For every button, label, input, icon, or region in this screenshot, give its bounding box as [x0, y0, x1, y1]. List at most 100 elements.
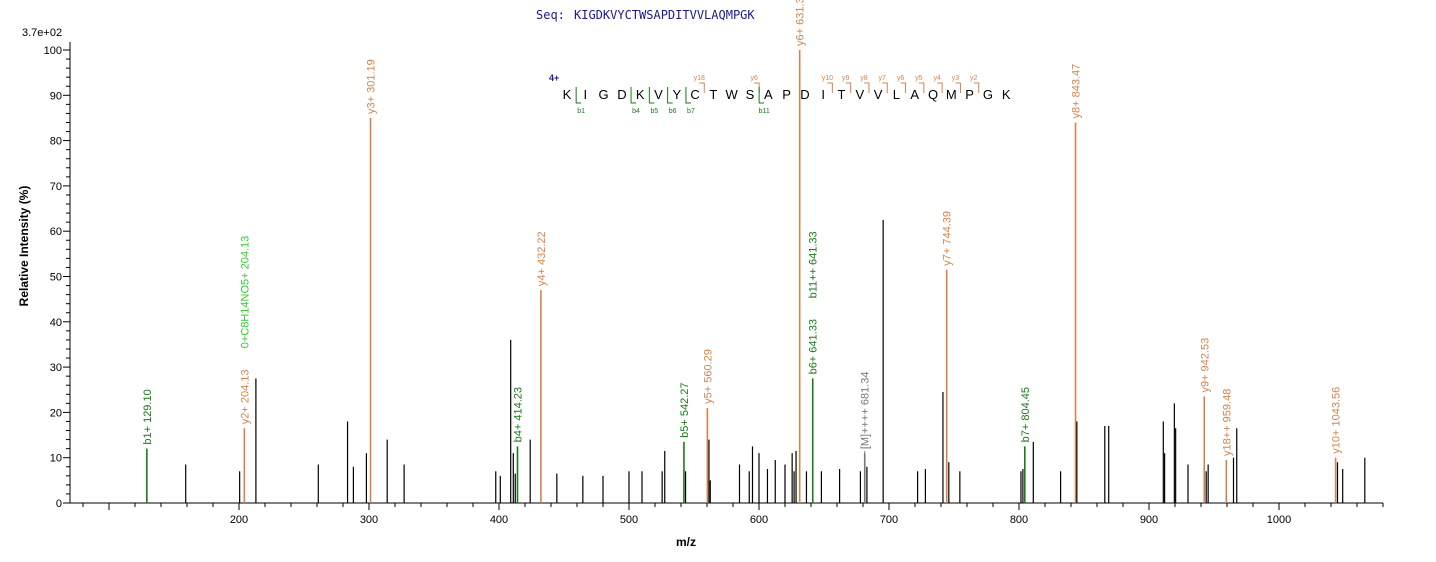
y-tick-label: 30 — [50, 362, 62, 374]
x-tick-label: 500 — [620, 514, 638, 526]
y-tick-label: 20 — [50, 407, 62, 419]
x-tick-label: 600 — [750, 514, 768, 526]
b-ion-label: b11 — [759, 108, 770, 115]
x-tick-label: 900 — [1140, 514, 1158, 526]
residue: V — [855, 87, 864, 102]
x-tick-label: 1000 — [1267, 514, 1291, 526]
peak-label: 0+C8H14NO5+ 204.13 — [239, 236, 251, 349]
residue: T — [838, 87, 846, 102]
y-tick-label: 70 — [50, 181, 62, 193]
residue: S — [746, 87, 755, 102]
residue: V — [874, 87, 883, 102]
residue: D — [800, 87, 809, 102]
b-ion-label: b6 — [669, 108, 677, 115]
y-axis-label: Relative Intensity (%) — [17, 186, 31, 307]
y-ion-bracket — [699, 82, 705, 93]
x-tick-label: 700 — [880, 514, 898, 526]
residue: P — [782, 87, 791, 102]
y-ion-label: y3 — [952, 75, 960, 82]
y-ion-bracket — [863, 82, 870, 93]
x-tick-label: 800 — [1010, 514, 1028, 526]
b-ion-label: b7 — [687, 108, 695, 115]
b-ion-bracket — [667, 87, 673, 104]
y-ion-bracket — [827, 82, 833, 93]
y-tick-label: 90 — [50, 90, 62, 102]
y-ion-bracket — [918, 82, 925, 93]
residue: D — [617, 87, 626, 102]
peak-label: y9+ 942.53 — [1199, 338, 1211, 393]
y-ion-label: y10 — [822, 75, 833, 82]
b-ion-label: b4 — [632, 108, 640, 115]
residue: A — [764, 87, 773, 102]
peak-label: b6+ 641.33 — [808, 319, 820, 374]
y-tick-label: 10 — [50, 453, 62, 465]
y-ion-bracket — [937, 82, 943, 93]
y-ion-label: y6 — [750, 75, 758, 82]
y-ion-label: y7 — [879, 75, 887, 82]
charge-label: 4+ — [549, 73, 559, 83]
x-tick-label: 200 — [230, 514, 248, 526]
residue: I — [583, 87, 587, 102]
seq-title: KIGDKVYCTWSAPDITVVLAQMPGK — [574, 8, 755, 22]
y-ion-label: y9 — [842, 75, 850, 82]
scale-label: 3.7e+02 — [22, 27, 62, 39]
y-ion-label: y4 — [933, 75, 941, 82]
residue: K — [563, 87, 572, 102]
y-ion-label: y5 — [915, 75, 923, 82]
y-tick-label: 80 — [50, 136, 62, 148]
y-tick-label: 50 — [50, 272, 62, 284]
y-ion-label: y18 — [694, 75, 705, 82]
x-tick-label: 400 — [490, 514, 508, 526]
residue: T — [709, 87, 717, 102]
residue: G — [983, 87, 993, 102]
peak-label: b4+ 414.23 — [512, 387, 524, 442]
peak-label: b11++ 641.33 — [808, 231, 820, 298]
y-ion-bracket — [754, 82, 760, 93]
y-tick-label: 0 — [56, 498, 62, 510]
b-ion-bracket — [685, 87, 691, 104]
peak-label: b5+ 542.27 — [679, 382, 691, 437]
peaks-group — [146, 50, 1366, 503]
y-ion-bracket — [955, 82, 961, 93]
y-tick-label: 60 — [50, 226, 62, 238]
peak-label: b7+ 804.45 — [1020, 387, 1032, 442]
y-ion-bracket — [882, 82, 888, 93]
b-ion-bracket — [630, 87, 637, 104]
residue: Y — [672, 87, 681, 102]
y-tick-label: 40 — [50, 317, 62, 329]
peak-label: b1+ 129.10 — [142, 389, 154, 444]
residue: W — [726, 87, 739, 102]
annotations-group: b1+ 129.10 y2+ 204.13 0+C8H14NO5+ 204.13 y3… — [142, 0, 1343, 458]
peak-label: y7+ 744.39 — [942, 211, 954, 266]
b-ion-label: b1 — [577, 108, 585, 115]
peak-label: y8+ 843.47 — [1071, 64, 1083, 119]
b-ion-bracket — [758, 87, 765, 104]
b-ion-label: b5 — [650, 108, 658, 115]
x-axis-label: m/z — [676, 535, 696, 549]
y-ion-bracket — [973, 82, 980, 93]
residue: K — [1002, 87, 1011, 102]
peak-label: y18++ 959.48 — [1221, 389, 1233, 456]
peak-label: y10+ 1043.56 — [1331, 387, 1343, 454]
x-tick-label: 300 — [360, 514, 378, 526]
residue: A — [910, 87, 919, 102]
residue: L — [893, 87, 900, 102]
peak-label: y3+ 301.19 — [366, 59, 378, 114]
peak-label: y5+ 560.29 — [702, 349, 714, 404]
y-ion-label: y6 — [897, 75, 905, 82]
peak-label: y2+ 204.13 — [239, 370, 251, 425]
y-ion-bracket — [900, 82, 907, 93]
y-ion-label: y8 — [860, 75, 868, 82]
y-ion-label: y2 — [970, 75, 978, 82]
seq-prefix: Seq: — [536, 8, 565, 22]
residue: I — [821, 87, 825, 102]
residue: G — [599, 87, 609, 102]
residue: Q — [928, 87, 938, 102]
peak-label: [M]++++ 681.34 — [860, 371, 872, 449]
y-tick-label: 100 — [44, 45, 62, 57]
residue: C — [690, 87, 699, 102]
residue: P — [965, 87, 974, 102]
b-ion-bracket — [648, 87, 655, 104]
